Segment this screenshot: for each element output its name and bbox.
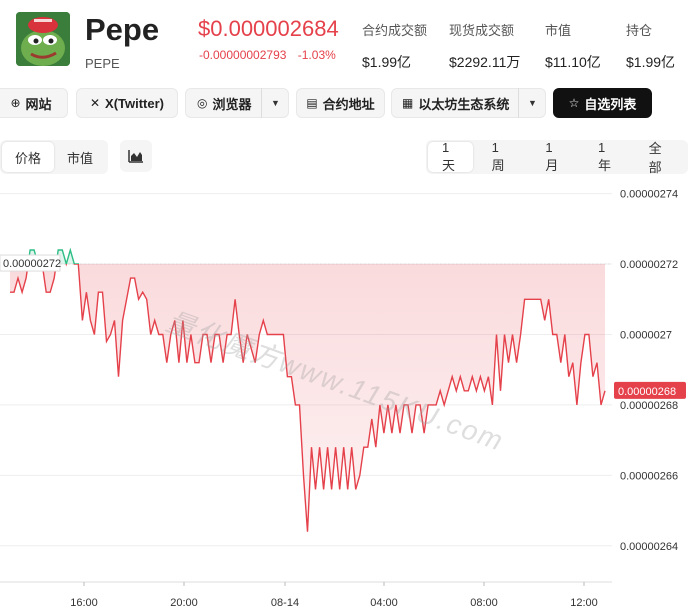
stat-spot-volume: 现货成交额 $2292.11万 [449, 20, 520, 72]
x-tick-label: 08:00 [470, 597, 498, 609]
website-label: 网站 [25, 96, 52, 112]
range-tabs: 1天 1周 1月 1年 全部 [426, 140, 688, 175]
website-button[interactable]: ⊕ 网站 [0, 88, 68, 118]
contract-address-button[interactable]: ▤ 合约地址 [296, 88, 385, 118]
x-tick-label: 04:00 [370, 597, 398, 609]
stat-futures-volume: 合约成交额 $1.99亿 [362, 20, 427, 72]
stat-open-interest: 持仓 $1.99亿 [626, 20, 675, 72]
globe-icon: ⊕ [10, 96, 21, 110]
contract-label: 合约地址 [322, 96, 375, 112]
x-axis: 16:00 20:00 08-14 04:00 08:00 12:00 [0, 581, 612, 609]
price-change: -0.00000002793 -1.03% [199, 48, 336, 62]
twitter-label: X(Twitter) [105, 95, 165, 111]
chart-line [10, 247, 606, 532]
y-axis: 0.00000274 0.00000272 0.0000027 0.00000268 0… [620, 189, 678, 553]
twitter-button[interactable]: ✕ X(Twitter) [76, 88, 178, 118]
explorer-dropdown-toggle[interactable]: ▼ [261, 88, 289, 118]
metric-tabs: 价格 市值 [0, 140, 109, 174]
current-price-label: 0.00000268 [618, 386, 676, 398]
y-tick-label: 0.0000027 [620, 329, 672, 341]
stat-label: 合约成交额 [362, 23, 428, 38]
y-tick-label: 0.00000266 [620, 470, 678, 482]
ecosystem-button[interactable]: ▦ 以太坊生态系统 [391, 88, 546, 118]
x-tick-label: 20:00 [170, 597, 198, 609]
ecosystem-label: 以太坊生态系统 [418, 96, 510, 112]
x-logo-icon: ✕ [89, 96, 101, 110]
watchlist-button[interactable]: ☆ 自选列表 [553, 88, 652, 118]
search-globe-icon: ◎ [197, 96, 208, 110]
pepe-frog-icon [16, 12, 70, 66]
stat-label: 市值 [545, 23, 572, 38]
token-header: Pepe PEPE $0.000002684 -0.00000002793 -1… [0, 0, 688, 80]
stat-value: $1.99亿 [626, 54, 676, 70]
price-change-abs: -0.00000002793 [199, 48, 287, 62]
stat-label: 现货成交额 [449, 23, 515, 38]
chart-type-button[interactable] [120, 140, 152, 172]
baseline-label: 0.00000272 [3, 258, 61, 270]
area-fill-below [10, 264, 605, 532]
x-tick-label: 08-14 [271, 597, 299, 609]
y-tick-label: 0.00000272 [620, 259, 678, 271]
stat-market-cap: 市值 $11.10亿 [545, 20, 601, 72]
token-symbol: PEPE [85, 56, 120, 71]
stat-value: $2292.11万 [449, 54, 521, 70]
explorer-button[interactable]: ◎ 浏览器 [185, 88, 289, 118]
tab-price[interactable]: 价格 [2, 142, 55, 172]
y-tick-label: 0.00000274 [620, 189, 678, 201]
y-tick-label: 0.00000268 [620, 400, 678, 412]
stat-value: $11.10亿 [545, 54, 601, 70]
caret-down-icon: ▼ [271, 98, 280, 108]
link-toolbar: ⊕ 网站 ✕ X(Twitter) ◎ 浏览器 ▼ ▤ 合约地址 ▦ 以太坊生态… [0, 88, 688, 120]
price-change-pct: -1.03% [297, 48, 336, 62]
grid-icon: ▦ [402, 96, 414, 110]
stat-label: 持仓 [626, 23, 653, 38]
token-name: Pepe [85, 12, 160, 47]
tab-1m[interactable]: 1月 [545, 140, 559, 173]
tab-1w[interactable]: 1周 [491, 140, 505, 173]
document-icon: ▤ [306, 96, 318, 110]
explorer-label: 浏览器 [212, 96, 252, 112]
ecosystem-dropdown-toggle[interactable]: ▼ [518, 88, 546, 118]
price-chart[interactable]: 0.00000274 0.00000272 0.0000027 0.00000268 0… [0, 176, 688, 611]
star-icon: ☆ [568, 96, 580, 110]
pepe-logo [16, 12, 70, 66]
watchlist-label: 自选列表 [584, 96, 637, 112]
baseline-label-box [0, 254, 61, 272]
current-price: $0.000002684 [198, 16, 339, 41]
tab-1y[interactable]: 1年 [597, 140, 611, 173]
price-chart-svg: 0.000002740.000002720.00000270.000002680… [0, 189, 686, 609]
chart-labels: 0.00000272 0.00000268 [0, 254, 686, 399]
y-tick-label: 0.00000264 [620, 541, 678, 553]
tab-market-cap[interactable]: 市值 [67, 150, 94, 166]
caret-down-icon: ▼ [528, 98, 537, 108]
stat-value: $1.99亿 [362, 54, 412, 70]
tab-1d[interactable]: 1天 [428, 140, 473, 173]
x-tick-label: 12:00 [570, 597, 598, 609]
tab-all[interactable]: 全部 [648, 141, 662, 175]
area-chart-icon [128, 150, 143, 163]
price-line-below [10, 264, 606, 532]
current-price-label-box [614, 381, 686, 399]
x-tick-label: 16:00 [70, 597, 98, 609]
